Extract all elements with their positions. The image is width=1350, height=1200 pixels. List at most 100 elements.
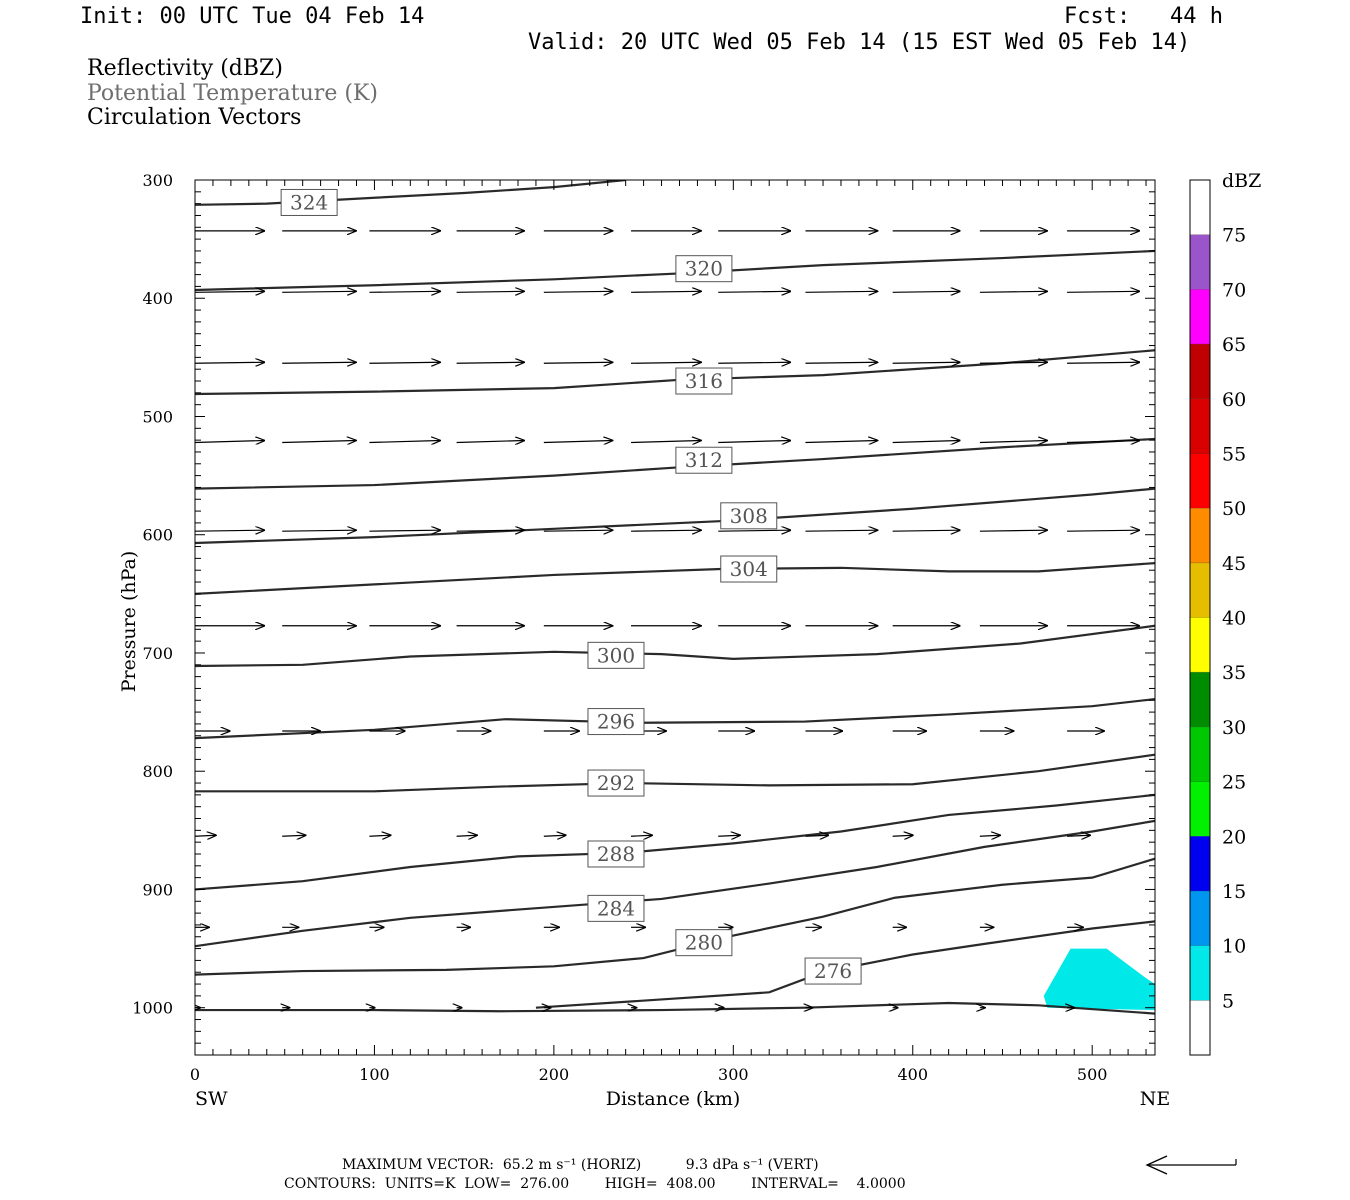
circulation-vector [631, 362, 701, 363]
y-tick-label: 700 [142, 644, 173, 663]
contours-note: CONTOURS: UNITS=K LOW= 276.00 HIGH= 408.… [284, 1176, 906, 1192]
theta-label-box [675, 446, 733, 474]
colorbar-label: 25 [1222, 772, 1246, 794]
circulation-vector [979, 362, 1047, 363]
circulation-vector [718, 835, 740, 836]
axis-ticks [194, 179, 1155, 1056]
circulation-vector [979, 291, 1047, 292]
circulation-vector [631, 441, 701, 443]
theta-contour-320 [195, 249, 1155, 292]
colorbar-segment [1190, 453, 1210, 509]
circulation-vector [805, 530, 877, 531]
circulation-vector [979, 530, 1047, 531]
circulation-vector [195, 291, 264, 292]
init-time: Init: 00 UTC Tue 04 Feb 14 [80, 4, 425, 29]
circulation-vectors [195, 231, 1139, 1008]
theta-label-308: 308 [730, 504, 768, 528]
colorbar-label: 45 [1222, 553, 1246, 575]
circulation-vector [631, 530, 701, 531]
circulation-vector [543, 441, 612, 443]
theta-label-276: 276 [814, 959, 852, 983]
colorbar-segment [1190, 617, 1210, 673]
colorbar-segment [1190, 672, 1210, 727]
y-tick-label: 1000 [132, 999, 173, 1018]
circulation-vector [718, 291, 790, 292]
endpoint-right: NE [1140, 1088, 1171, 1110]
circulation-vector [979, 835, 1000, 836]
circulation-vector [369, 530, 440, 531]
theta-contour-300 [195, 624, 1155, 668]
theta-contour-288 [195, 793, 1155, 891]
theta-field-label: Potential Temperature (K) [87, 81, 378, 106]
colorbar-segment [1190, 289, 1210, 345]
theta-label-296: 296 [597, 710, 635, 734]
circulation-vector [456, 441, 524, 443]
colorbar-segment [1190, 234, 1210, 290]
colorbar-segment [1190, 726, 1210, 782]
colorbar-segment [1190, 945, 1210, 1001]
circulation-vector [456, 362, 524, 363]
theta-contour-284 [195, 819, 1155, 948]
circulation-vector [1067, 441, 1139, 443]
colorbar-label: 5 [1222, 990, 1234, 1012]
colorbar-segment [1190, 836, 1210, 891]
colorbar-label: 70 [1222, 279, 1246, 301]
circulation-vector [195, 441, 264, 443]
theta-label-284: 284 [597, 896, 635, 920]
circulation-vector [195, 362, 264, 363]
circulation-vector [1067, 835, 1090, 836]
theta-label-320: 320 [685, 257, 723, 281]
circulation-vector [282, 441, 356, 443]
circulation-vector [892, 835, 913, 836]
vectors-field-label: Circulation Vectors [87, 105, 302, 130]
theta-label-304: 304 [730, 557, 768, 581]
theta-contour-316 [195, 349, 1155, 396]
circulation-vector [631, 835, 652, 836]
reflectivity-echo-region [1043, 948, 1155, 1011]
valid-time: Valid: 20 UTC Wed 05 Feb 14 (15 EST Wed … [528, 30, 1191, 55]
theta-label-280: 280 [685, 931, 723, 955]
theta-label-288: 288 [597, 842, 635, 866]
circulation-vector [892, 362, 960, 363]
x-tick-label: 100 [359, 1065, 390, 1084]
colorbar-segment [1190, 398, 1210, 454]
circulation-vector [718, 362, 790, 363]
circulation-vector [892, 291, 960, 292]
endpoint-left: SW [195, 1088, 228, 1110]
circulation-vector [456, 291, 524, 292]
colorbar-segment [1190, 508, 1210, 563]
colorbar-label: 55 [1222, 443, 1246, 465]
theta-label-box [675, 929, 733, 957]
plot-frame [194, 179, 1156, 1056]
theta-contour-292 [195, 753, 1155, 793]
circulation-vector [282, 291, 356, 292]
circulation-vector [805, 362, 877, 363]
circulation-vector [195, 835, 216, 836]
theta-contour-296 [195, 697, 1155, 740]
colorbar-label: 35 [1222, 662, 1246, 684]
circulation-vector [282, 835, 305, 836]
x-tick-label: 300 [718, 1065, 749, 1084]
circulation-vector [718, 530, 790, 531]
y-tick-label: 900 [142, 880, 173, 899]
forecast-hour: Fcst: 44 h [1064, 4, 1223, 29]
y-tick-label: 400 [142, 289, 173, 308]
y-tick-label: 500 [142, 407, 173, 426]
circulation-vector [805, 291, 877, 292]
y-tick-label: 300 [142, 171, 173, 190]
circulation-vector [805, 441, 877, 443]
y-tick-label: 800 [142, 762, 173, 781]
y-axis-title: Pressure (hPa) [118, 551, 140, 693]
colorbar-frame [1189, 179, 1211, 1056]
colorbar-label: 30 [1222, 717, 1246, 739]
circulation-vector [1067, 530, 1139, 531]
circulation-vector [543, 530, 612, 531]
theta-label-box [280, 188, 338, 216]
colorbar-segment [1190, 781, 1210, 837]
theta-contour-280 [195, 857, 1155, 976]
circulation-vector [195, 530, 264, 531]
theta-label-box [587, 769, 645, 797]
theta-label-box [587, 708, 645, 736]
colorbar-label: 60 [1222, 389, 1246, 411]
theta-label-box [587, 894, 645, 922]
